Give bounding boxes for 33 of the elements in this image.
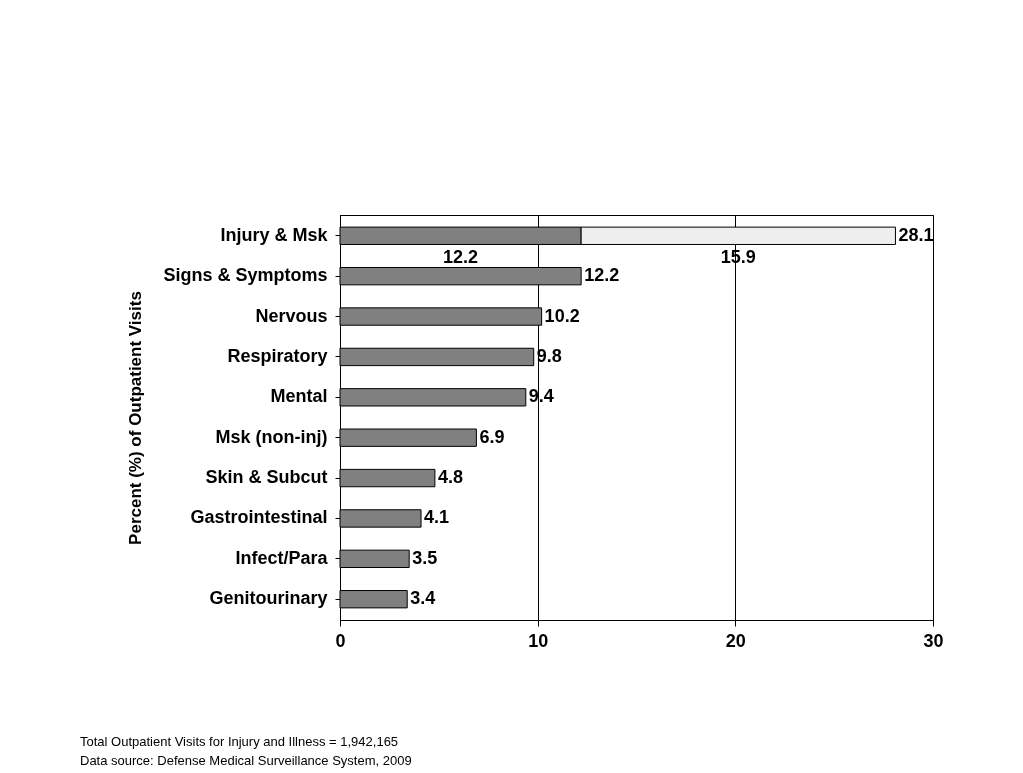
x-tick-label: 20 bbox=[725, 630, 746, 651]
y-tick-label: Respiratory bbox=[227, 345, 328, 366]
bar bbox=[339, 509, 422, 528]
y-tick-label: Genitourinary bbox=[209, 588, 328, 609]
data-label: 12.2 bbox=[584, 265, 620, 286]
y-tick-label: Msk (non-inj) bbox=[215, 426, 328, 447]
data-label: 12.2 bbox=[443, 246, 479, 267]
y-tick-label: Signs & Symptoms bbox=[163, 265, 328, 286]
source-note: Data source: Defense Medical Surveillance System, 2009 bbox=[80, 753, 412, 768]
x-tick-label: 0 bbox=[335, 630, 346, 651]
bar bbox=[339, 388, 527, 407]
x-tick-label: 10 bbox=[528, 630, 549, 651]
y-tick-label: Nervous bbox=[255, 305, 328, 326]
bar bbox=[339, 428, 477, 447]
total-label: 28.1 bbox=[898, 224, 934, 245]
bar bbox=[339, 468, 436, 488]
y-tick-label: Skin & Subcut bbox=[205, 467, 328, 488]
data-label: 3.4 bbox=[410, 588, 436, 609]
y-tick-label: Gastrointestinal bbox=[190, 507, 328, 528]
bar bbox=[339, 590, 408, 609]
data-label: 6.9 bbox=[479, 426, 505, 447]
y-tick-label: Injury & Msk bbox=[220, 224, 329, 245]
y-axis-title: Percent (%) of Outpatient Visits bbox=[126, 291, 146, 545]
data-label: 3.5 bbox=[412, 547, 438, 568]
y-tick-label: Infect/Para bbox=[235, 547, 329, 568]
data-label: 4.1 bbox=[424, 507, 450, 528]
text: Total Outpatient Visits for Injury and Illness = 1,942,165 bbox=[80, 734, 399, 749]
bar bbox=[339, 347, 535, 367]
bar bbox=[339, 549, 410, 569]
data-label: 4.8 bbox=[437, 467, 463, 488]
y-tick-label: Mental bbox=[270, 386, 328, 407]
data-label: 10.2 bbox=[544, 305, 580, 326]
x-tick-label: 30 bbox=[923, 630, 944, 651]
